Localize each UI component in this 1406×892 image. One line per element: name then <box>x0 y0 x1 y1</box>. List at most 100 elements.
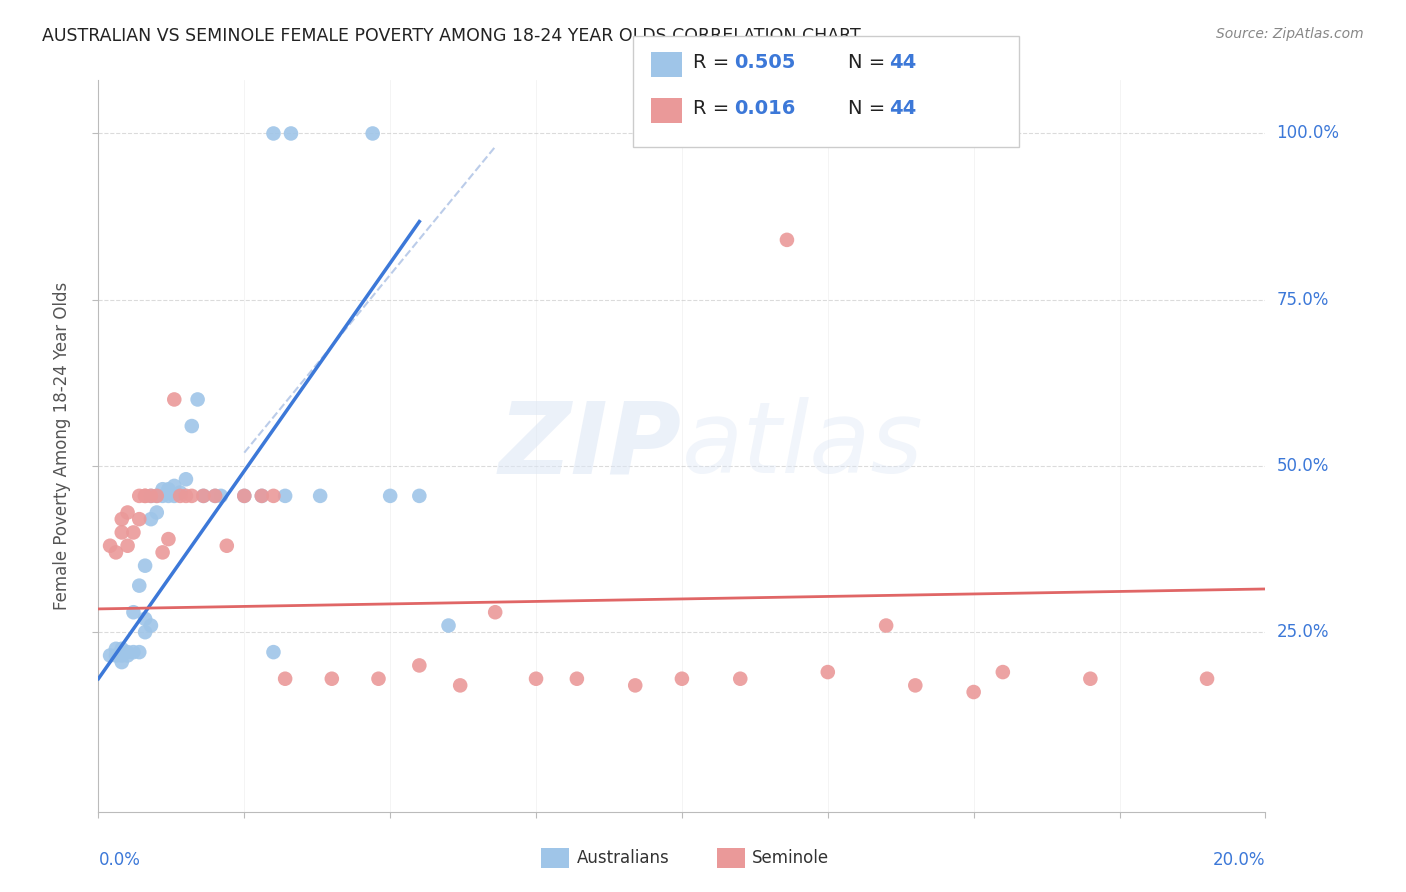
Point <box>169 489 191 503</box>
Text: atlas: atlas <box>682 398 924 494</box>
Point <box>262 127 284 141</box>
Point <box>146 489 169 503</box>
Point <box>449 678 471 692</box>
Point <box>380 489 402 503</box>
Point <box>146 506 169 520</box>
Point <box>163 392 186 407</box>
Point <box>128 489 150 503</box>
Point <box>157 489 180 503</box>
Point <box>817 665 839 679</box>
Text: 100.0%: 100.0% <box>1277 125 1340 143</box>
Point <box>98 539 121 553</box>
Point <box>437 618 460 632</box>
Point <box>904 678 927 692</box>
Point <box>180 419 202 434</box>
Point <box>111 525 134 540</box>
Point <box>484 605 506 619</box>
Point <box>991 665 1014 679</box>
Text: Australians: Australians <box>576 849 669 867</box>
Point <box>134 489 156 503</box>
Text: Seminole: Seminole <box>752 849 830 867</box>
Text: N =: N = <box>848 53 891 72</box>
Point <box>250 489 273 503</box>
Point <box>111 655 134 669</box>
Point <box>139 512 162 526</box>
Point <box>163 479 186 493</box>
Point <box>152 482 174 496</box>
Point <box>274 489 297 503</box>
Point <box>128 512 150 526</box>
Point <box>139 489 162 503</box>
Point <box>111 512 134 526</box>
Point <box>169 485 191 500</box>
Text: R =: R = <box>693 53 735 72</box>
Point <box>134 489 156 503</box>
Point <box>262 489 284 503</box>
Point <box>174 472 197 486</box>
Text: 0.0%: 0.0% <box>98 851 141 869</box>
Point <box>111 641 134 656</box>
Point <box>274 672 297 686</box>
Point <box>104 641 127 656</box>
Point <box>730 672 752 686</box>
Point <box>117 506 139 520</box>
Point <box>187 392 209 407</box>
Point <box>280 127 302 141</box>
Point <box>104 648 127 663</box>
Point <box>117 645 139 659</box>
Point <box>157 532 180 546</box>
Point <box>122 645 145 659</box>
Point <box>321 672 343 686</box>
Text: 75.0%: 75.0% <box>1277 291 1329 309</box>
Point <box>128 645 150 659</box>
Point <box>262 645 284 659</box>
Point <box>204 489 226 503</box>
Point <box>139 618 162 632</box>
Point <box>122 605 145 619</box>
Text: ZIP: ZIP <box>499 398 682 494</box>
Text: 44: 44 <box>889 53 915 72</box>
Point <box>875 618 897 632</box>
Text: Source: ZipAtlas.com: Source: ZipAtlas.com <box>1216 27 1364 41</box>
Point <box>565 672 588 686</box>
Text: 25.0%: 25.0% <box>1277 624 1329 641</box>
Point <box>146 489 169 503</box>
Text: AUSTRALIAN VS SEMINOLE FEMALE POVERTY AMONG 18-24 YEAR OLDS CORRELATION CHART: AUSTRALIAN VS SEMINOLE FEMALE POVERTY AM… <box>42 27 860 45</box>
Point <box>1080 672 1102 686</box>
Point <box>233 489 256 503</box>
Point <box>209 489 232 503</box>
Point <box>524 672 547 686</box>
Point <box>408 658 430 673</box>
Point <box>215 539 238 553</box>
Text: 20.0%: 20.0% <box>1213 851 1265 869</box>
Point <box>408 489 430 503</box>
Point <box>98 648 121 663</box>
Point <box>128 579 150 593</box>
Point <box>180 489 202 503</box>
Point <box>117 648 139 663</box>
Y-axis label: Female Poverty Among 18-24 Year Olds: Female Poverty Among 18-24 Year Olds <box>53 282 72 610</box>
Point <box>152 545 174 559</box>
Point <box>134 558 156 573</box>
Point <box>134 612 156 626</box>
Point <box>174 489 197 503</box>
Point <box>117 539 139 553</box>
Text: N =: N = <box>848 99 891 119</box>
Point <box>152 489 174 503</box>
Point <box>233 489 256 503</box>
Point <box>367 672 389 686</box>
Point <box>309 489 332 503</box>
Point <box>962 685 984 699</box>
Text: 0.016: 0.016 <box>734 99 796 119</box>
Point <box>204 489 226 503</box>
Point <box>157 482 180 496</box>
Point <box>1195 672 1218 686</box>
Point <box>776 233 799 247</box>
Point <box>104 545 127 559</box>
Point <box>250 489 273 503</box>
Point <box>163 489 186 503</box>
Point <box>111 648 134 663</box>
Point <box>193 489 215 503</box>
Point <box>134 625 156 640</box>
Point <box>122 525 145 540</box>
